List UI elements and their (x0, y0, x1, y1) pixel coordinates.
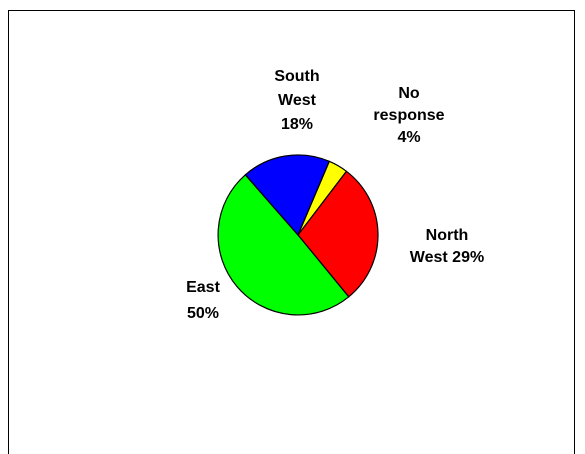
pie-slice-1 (297, 170, 379, 298)
slice-label-line: 50% (187, 305, 219, 322)
slice-label-line: North (426, 227, 469, 244)
slice-label-3: South West 18% (274, 68, 319, 133)
slice-label-line: South (274, 68, 319, 85)
slice-label-1: North West 29% (410, 227, 484, 266)
slice-label-line: No (398, 85, 420, 102)
pie-slice-2 (217, 173, 350, 316)
slice-label-line: East (186, 279, 220, 296)
slice-label-line: response (373, 107, 444, 124)
pie-slices (217, 154, 379, 316)
slice-label-line: 18% (281, 116, 313, 133)
slice-label-2: East 50% (186, 279, 220, 322)
slice-label-line: West 29% (410, 249, 484, 266)
slice-label-line: 4% (397, 129, 420, 146)
pie-labels: No response 4% North West 29% East 50% South Wes… (186, 68, 484, 322)
slice-label-0: No response 4% (373, 85, 444, 146)
pie-slice-3 (244, 154, 331, 237)
slice-label-line: West (278, 92, 317, 109)
chart-frame (8, 10, 575, 454)
